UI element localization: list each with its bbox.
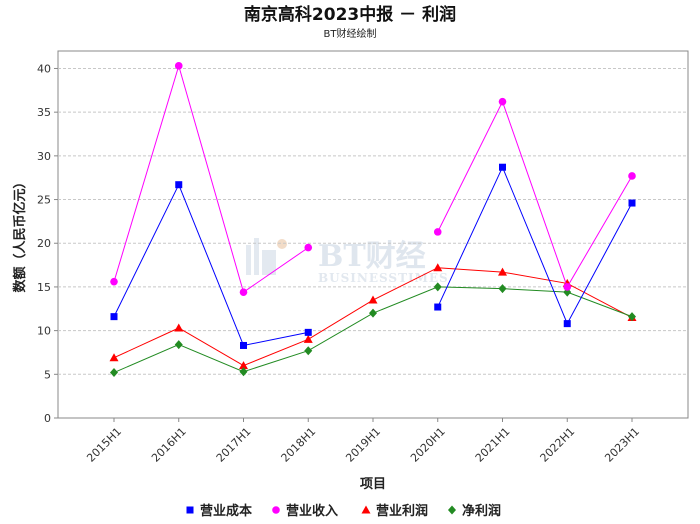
data-point [628,172,636,180]
data-point [498,267,507,276]
watermark-subtext: BUSINESSTIMES [318,271,449,285]
data-point [498,284,507,294]
series-line [113,183,309,347]
x-tick-label: 2020H1 [408,425,448,465]
series-1 [110,62,636,296]
watermark-text: BT财经 [318,239,426,274]
legend-item: 营业利润 [361,503,428,519]
data-point [304,243,313,252]
data-point [628,312,636,322]
legend-marker [448,505,456,515]
data-point [239,288,248,296]
series-line [437,100,633,289]
x-tick-label: 2023H1 [602,425,642,465]
watermark-logo-dot [277,239,287,249]
x-tick-label: 2016H1 [149,425,189,465]
data-point [110,313,118,321]
legend-label: 营业收入 [286,503,338,519]
y-tick-label: 5 [44,368,51,381]
data-point [240,341,247,349]
data-point [498,97,507,106]
legend-marker [361,505,371,514]
data-point [174,62,183,70]
data-point [433,282,442,292]
series-0 [110,163,636,349]
watermark-logo-bar-3 [262,250,276,275]
data-point [563,283,572,291]
chart-subtitle: BT财经绘制 [324,27,377,40]
y-axis-label: 数额（人民币亿元） [12,175,28,292]
data-point [628,199,636,207]
data-point [499,163,506,171]
watermark-logo-bar-2 [254,238,259,275]
y-tick-label: 30 [37,150,51,163]
x-tick-label: 2017H1 [214,425,254,465]
data-point [239,367,248,377]
data-point [304,346,313,356]
chart-title: 南京高科2023中报 － 利润 [244,4,456,25]
watermark-logo-bar-1 [246,245,251,275]
data-point [369,308,377,318]
legend: 营业成本 营业收入 营业利润 净利润 [186,503,501,519]
x-tick-label: 2022H1 [538,425,578,465]
watermark: BT财经 BUSINESSTIMES [246,238,449,285]
legend-marker [272,506,280,514]
x-axis-label: 项目 [360,477,386,492]
y-tick-label: 25 [37,194,51,207]
series-2 [109,263,637,370]
data-point [174,323,184,332]
x-tick-label: 2019H1 [343,425,383,465]
legend-label: 净利润 [462,503,501,519]
y-tick-label: 35 [37,106,51,119]
series-line [437,165,633,325]
legend-item: 营业收入 [272,503,338,519]
x-tick-label: 2015H1 [84,425,124,465]
plot-area [57,50,689,419]
data-point [175,181,183,189]
y-tick-label: 10 [37,325,51,338]
y-tick-label: 15 [37,281,51,294]
data-point [303,334,313,343]
y-tick-label: 40 [37,62,51,75]
data-point [304,328,312,336]
legend-item: 净利润 [448,503,501,519]
data-point [239,361,248,370]
grid-lines [58,67,688,375]
x-tick-label: 2018H1 [279,425,319,465]
data-point [110,277,118,286]
legend-label: 营业利润 [376,503,428,519]
y-tick-label: 0 [44,412,51,425]
data-point [563,320,571,328]
series-layer [109,62,637,378]
data-point [109,353,119,362]
legend-label: 营业成本 [200,503,252,519]
data-point [368,295,378,304]
y-axis: 0 5 10 15 20 25 30 35 40 [37,62,58,425]
data-point [110,368,118,378]
data-point [434,303,442,311]
data-point [433,228,442,236]
data-point [433,263,443,272]
x-axis: 2015H1 2016H1 2017H1 2018H1 2019H1 2020H1 2021… [84,418,642,465]
series-line [113,64,309,293]
y-tick-label: 20 [37,237,51,250]
legend-item: 营业成本 [186,503,252,519]
data-point [174,340,183,350]
series-3 [110,282,636,378]
legend-marker [186,506,194,514]
x-tick-label: 2021H1 [473,425,513,465]
